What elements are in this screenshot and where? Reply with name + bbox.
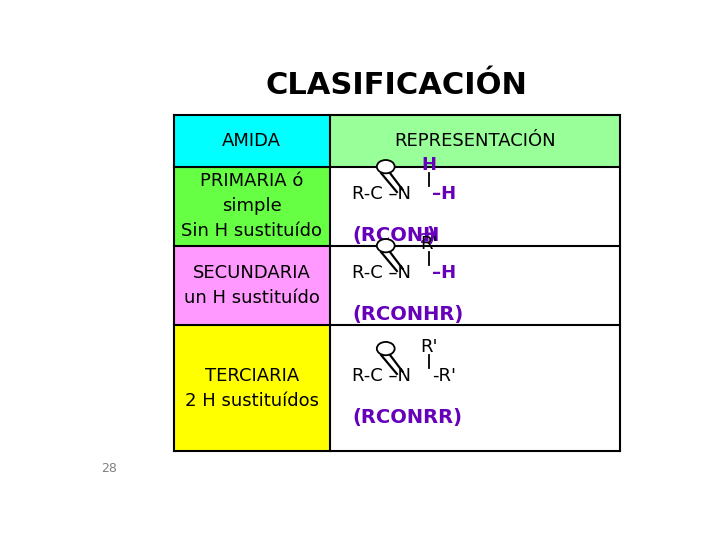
Circle shape: [377, 342, 395, 355]
Bar: [174, 325, 330, 451]
Circle shape: [377, 160, 395, 173]
Circle shape: [377, 239, 395, 252]
Bar: [330, 167, 620, 246]
Text: (RCONH: (RCONH: [352, 226, 440, 245]
Text: (RCONHR): (RCONHR): [352, 305, 464, 324]
Bar: [174, 167, 330, 246]
Text: R-C –N: R-C –N: [352, 367, 411, 384]
Text: 28: 28: [101, 462, 117, 475]
Bar: [330, 246, 620, 325]
Text: -R': -R': [432, 367, 456, 384]
Text: Sin H sustituído: Sin H sustituído: [181, 222, 323, 240]
Text: PRIMARIA ó: PRIMARIA ó: [200, 172, 304, 190]
Text: ): ): [426, 226, 436, 245]
Text: un H sustituído: un H sustituído: [184, 289, 320, 307]
Text: R': R': [420, 234, 438, 253]
Text: H: H: [422, 156, 437, 173]
Text: R-C –N: R-C –N: [352, 185, 411, 202]
Text: R': R': [420, 338, 438, 355]
Text: REPRESENTACIÓN: REPRESENTACIÓN: [395, 132, 556, 150]
Text: simple: simple: [222, 197, 282, 215]
Text: CLASIFICACIÓN: CLASIFICACIÓN: [266, 71, 528, 100]
Text: AMIDA: AMIDA: [222, 132, 282, 150]
Bar: [330, 325, 620, 451]
Text: TERCIARIA: TERCIARIA: [204, 367, 299, 384]
Bar: [330, 114, 620, 167]
Bar: [174, 114, 330, 167]
Text: R-C –N: R-C –N: [352, 264, 411, 282]
Text: (RCONRR): (RCONRR): [352, 408, 462, 427]
Text: –H: –H: [432, 185, 456, 202]
Text: –H: –H: [432, 264, 456, 282]
Text: SECUNDARIA: SECUNDARIA: [193, 264, 311, 282]
Text: 2: 2: [420, 232, 430, 246]
Bar: [174, 246, 330, 325]
Text: 2 H sustituídos: 2 H sustituídos: [185, 392, 319, 409]
